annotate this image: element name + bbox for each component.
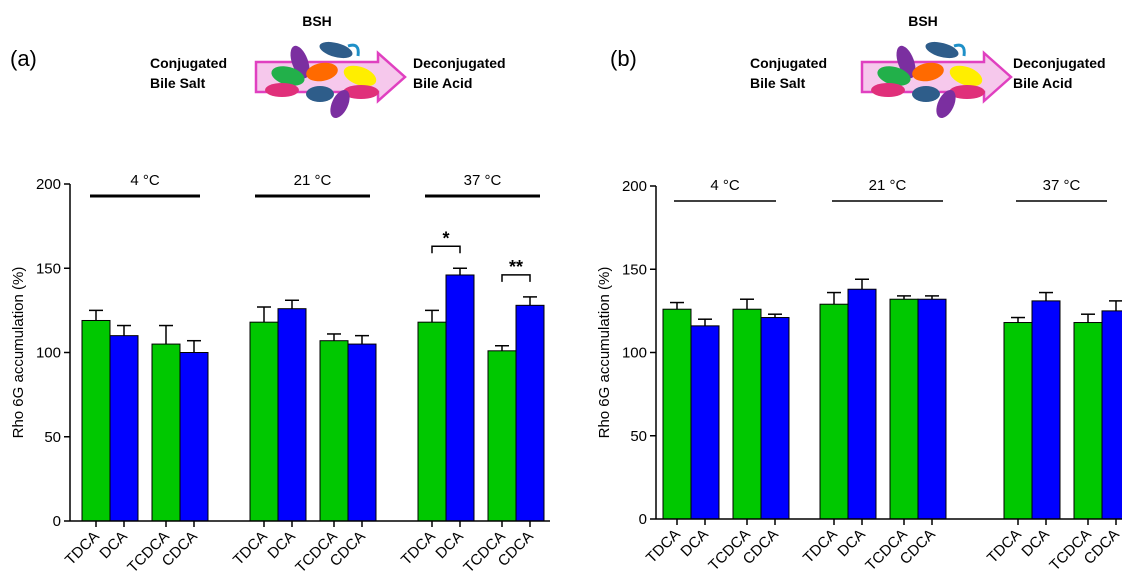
- x-tick-label-b-8: TDCA: [984, 526, 1025, 567]
- bar-a-7: [347, 343, 377, 522]
- bar-b-1: [690, 325, 720, 520]
- y-axis-label-a: Rho 6G accumulation (%): [10, 267, 27, 439]
- panel-b-right-label-line2: Bile Acid: [1013, 75, 1072, 91]
- bar-b-7: [917, 298, 947, 520]
- x-tick-label-a-4: TDCA: [230, 528, 271, 569]
- panel-b-left-label-line2: Bile Salt: [750, 75, 806, 91]
- x-tick-label-a-8: TDCA: [398, 528, 439, 569]
- x-tick-label-a-1: DCA: [96, 528, 130, 562]
- y-tick-label-a-150: 150: [36, 260, 61, 277]
- y-tick-label-b-50: 50: [630, 428, 647, 445]
- y-tick-label-a-100: 100: [36, 345, 61, 362]
- panel-a-enzyme-label: BSH: [302, 13, 332, 29]
- y-tick-label-b-200: 200: [622, 178, 647, 195]
- bar-a-2: [151, 343, 181, 522]
- group-label-a-1: 21 °C: [294, 172, 332, 189]
- panel-b-right-label-line1: Deconjugated: [1013, 55, 1106, 71]
- bar-b-10: [1073, 322, 1103, 520]
- significance-bracket-a-1: [501, 274, 531, 282]
- bar-b-0: [662, 308, 692, 520]
- panel-a-left-label-line1: Conjugated: [150, 55, 227, 71]
- x-tick-label-a-0: TDCA: [62, 528, 103, 569]
- bar-a-6: [319, 340, 349, 522]
- bar-a-3: [179, 352, 209, 522]
- bar-a-4: [249, 321, 279, 522]
- group-label-a-0: 4 °C: [130, 172, 160, 189]
- bar-b-3: [760, 317, 790, 520]
- group-label-b-2: 37 °C: [1043, 177, 1081, 194]
- bar-b-4: [819, 303, 849, 520]
- bar-b-5: [847, 288, 877, 520]
- y-tick-label-b-100: 100: [622, 345, 647, 362]
- group-label-b-0: 4 °C: [710, 177, 740, 194]
- bar-b-9: [1031, 300, 1061, 520]
- bar-a-1: [109, 335, 139, 522]
- y-tick-label-a-0: 0: [53, 513, 61, 530]
- panel-b-bsh-enzyme-illustration: [860, 41, 1013, 119]
- y-tick-label-a-50: 50: [44, 429, 61, 446]
- x-tick-label-b-5: DCA: [834, 526, 868, 560]
- y-tick-label-b-0: 0: [639, 511, 647, 528]
- significance-label-a-0: *: [442, 228, 449, 248]
- x-tick-label-b-1: DCA: [677, 526, 711, 560]
- x-tick-label-a-5: DCA: [264, 528, 298, 562]
- panel-a-right-label-line2: Bile Acid: [413, 75, 472, 91]
- bar-a-8: [417, 321, 447, 522]
- bar-a-11: [515, 304, 545, 522]
- bar-a-0: [81, 319, 111, 522]
- significance-bracket-a-0: [431, 245, 461, 254]
- panel-a-bsh-enzyme-illustration: [254, 41, 407, 119]
- bar-b-11: [1101, 310, 1122, 520]
- x-tick-label-b-4: TDCA: [800, 526, 841, 567]
- x-tick-label-a-9: DCA: [432, 528, 466, 562]
- y-axis-label-b: Rho 6G accumulation (%): [596, 267, 613, 439]
- bar-b-2: [732, 308, 762, 520]
- bar-b-6: [889, 298, 919, 520]
- y-tick-label-a-200: 200: [36, 176, 61, 193]
- panel-a-right-label-line1: Deconjugated: [413, 55, 506, 71]
- bar-b-8: [1003, 322, 1033, 520]
- significance-label-a-1: **: [509, 257, 523, 277]
- bar-a-10: [487, 350, 517, 522]
- group-label-a-2: 37 °C: [464, 172, 502, 189]
- y-tick-label-b-150: 150: [622, 261, 647, 278]
- panel-b-label: (b): [610, 46, 637, 71]
- panel-a-left-label-line2: Bile Salt: [150, 75, 206, 91]
- panel-b-left-label-line1: Conjugated: [750, 55, 827, 71]
- x-tick-label-b-0: TDCA: [643, 526, 684, 567]
- group-label-b-1: 21 °C: [869, 177, 907, 194]
- x-tick-label-b-9: DCA: [1018, 526, 1052, 560]
- bar-a-9: [445, 274, 475, 522]
- panel-a-label: (a): [10, 46, 37, 71]
- bar-a-5: [277, 308, 307, 522]
- panel-b-enzyme-label: BSH: [908, 13, 938, 29]
